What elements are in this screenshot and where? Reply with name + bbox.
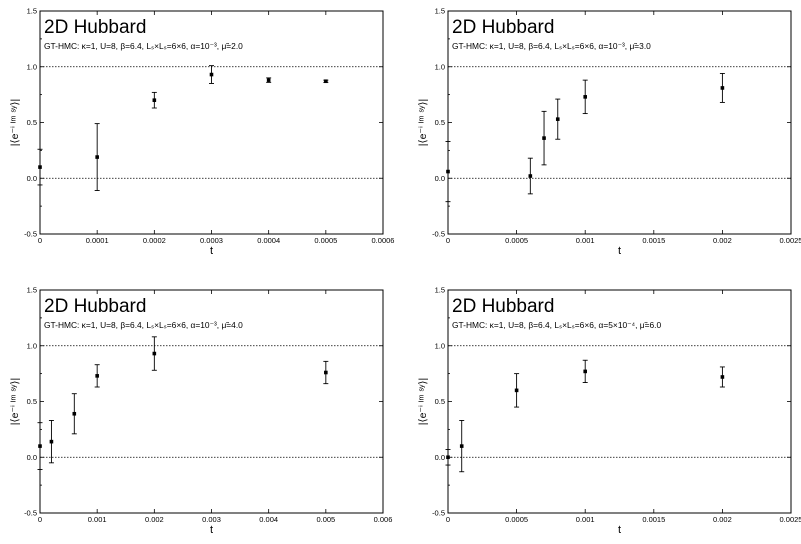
x-tick-label: 0 xyxy=(446,515,450,524)
x-tick-label: 0.0005 xyxy=(505,515,528,524)
y-tick-label: 0.5 xyxy=(27,118,37,127)
x-tick-label: 0 xyxy=(446,236,450,245)
x-tick-label: 0.002 xyxy=(713,515,732,524)
y-tick-label: 1.5 xyxy=(27,286,37,295)
data-point xyxy=(459,444,464,448)
x-tick-label: 0.0004 xyxy=(257,236,280,245)
data-point xyxy=(720,86,725,90)
panel-title: 2D Hubbard xyxy=(452,17,554,38)
y-tick-label: -0.5 xyxy=(432,230,445,239)
panel-subtitle: GT-HMC: κ=1, U=8, β=6.4, Lₛ×Lₛ=6×6, α=10… xyxy=(44,41,243,51)
x-tick-label: 0.001 xyxy=(576,515,595,524)
data-point xyxy=(720,375,725,379)
y-tick-label: -0.5 xyxy=(24,230,37,239)
y-axis-label: |⟨e⁻ⁱ ᴵᵐ ˢʸ⟩| xyxy=(9,378,21,425)
data-point xyxy=(583,95,587,99)
data-point xyxy=(72,411,77,416)
y-tick-label: 0.0 xyxy=(435,453,445,462)
x-tick-label: 0.0003 xyxy=(200,236,223,245)
data-point xyxy=(528,174,533,178)
data-point xyxy=(38,444,42,448)
y-tick-label: 1.0 xyxy=(27,62,37,71)
y-axis-label: |⟨e⁻ⁱ ᴵᵐ ˢʸ⟩| xyxy=(417,99,429,146)
data-point xyxy=(583,369,587,374)
y-tick-label: 0.0 xyxy=(27,174,37,183)
x-tick-label: 0.0025 xyxy=(780,515,801,524)
x-axis-label: t xyxy=(210,245,213,257)
data-point xyxy=(446,455,450,460)
x-tick-label: 0.002 xyxy=(145,515,164,524)
y-tick-label: -0.5 xyxy=(432,509,445,518)
x-tick-label: 0.0001 xyxy=(86,236,109,245)
y-tick-label: 1.0 xyxy=(27,341,37,350)
data-point xyxy=(209,72,214,77)
x-tick-label: 0.0005 xyxy=(505,236,528,245)
x-tick-label: 0.0015 xyxy=(642,236,665,245)
panel-subtitle: GT-HMC: κ=1, U=8, β=6.4, Lₛ×Lₛ=6×6, α=5×… xyxy=(452,320,662,330)
y-tick-label: 1.5 xyxy=(27,7,37,16)
x-axis-label: t xyxy=(618,245,621,257)
panel-title: 2D Hubbard xyxy=(44,17,146,38)
panel-subtitle: GT-HMC: κ=1, U=8, β=6.4, Lₛ×Lₛ=6×6, α=10… xyxy=(452,41,651,51)
x-axis-label: t xyxy=(210,524,213,536)
y-tick-label: 1.5 xyxy=(435,7,445,16)
y-tick-label: 0.0 xyxy=(27,453,37,462)
data-point xyxy=(514,388,519,393)
x-tick-label: 0.0002 xyxy=(143,236,166,245)
data-point xyxy=(152,351,157,356)
y-tick-label: 1.0 xyxy=(435,62,445,71)
x-tick-label: 0 xyxy=(38,515,42,524)
x-tick-label: 0.0025 xyxy=(780,236,801,245)
y-tick-label: 1.5 xyxy=(435,286,445,295)
y-axis-label: |⟨e⁻ⁱ ᴵᵐ ˢʸ⟩| xyxy=(9,99,21,146)
data-point xyxy=(324,370,328,375)
y-tick-label: -0.5 xyxy=(24,509,37,518)
x-tick-label: 0.003 xyxy=(202,515,221,524)
x-tick-label: 0.004 xyxy=(259,515,278,524)
x-tick-label: 0.001 xyxy=(88,515,107,524)
data-point xyxy=(446,169,450,174)
x-tick-label: 0.006 xyxy=(374,515,393,524)
y-tick-label: 0.5 xyxy=(27,397,37,406)
x-axis-label: t xyxy=(618,524,621,536)
panel-title: 2D Hubbard xyxy=(452,296,554,317)
y-tick-label: 0.5 xyxy=(435,118,445,127)
data-point xyxy=(38,165,42,169)
data-point xyxy=(95,374,99,378)
x-tick-label: 0.005 xyxy=(316,515,335,524)
x-tick-label: 0.0006 xyxy=(372,236,395,245)
data-point xyxy=(266,78,271,82)
x-tick-label: 0.0015 xyxy=(642,515,665,524)
data-point xyxy=(542,136,546,140)
data-point xyxy=(555,117,560,121)
data-point xyxy=(152,98,157,102)
y-tick-label: 0.0 xyxy=(435,174,445,183)
data-point xyxy=(324,79,328,84)
x-tick-label: 0.002 xyxy=(713,236,732,245)
y-tick-label: 0.5 xyxy=(435,397,445,406)
panel-title: 2D Hubbard xyxy=(44,296,146,317)
panel-subtitle: GT-HMC: κ=1, U=8, β=6.4, Lₛ×Lₛ=6×6, α=10… xyxy=(44,320,243,330)
data-point xyxy=(49,439,54,444)
x-tick-label: 0.0005 xyxy=(314,236,337,245)
y-tick-label: 1.0 xyxy=(435,341,445,350)
y-axis-label: |⟨e⁻ⁱ ᴵᵐ ˢʸ⟩| xyxy=(417,378,429,425)
x-tick-label: 0 xyxy=(38,236,42,245)
x-tick-label: 0.001 xyxy=(576,236,595,245)
data-point xyxy=(95,155,99,159)
